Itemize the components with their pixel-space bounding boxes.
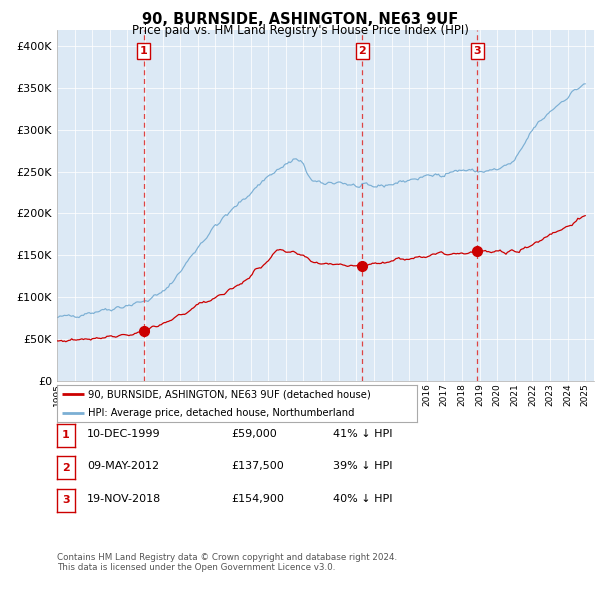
Text: £154,900: £154,900 (231, 494, 284, 503)
Text: 41% ↓ HPI: 41% ↓ HPI (333, 429, 392, 438)
Text: 2: 2 (358, 46, 366, 56)
Text: 10-DEC-1999: 10-DEC-1999 (87, 429, 161, 438)
Text: Price paid vs. HM Land Registry's House Price Index (HPI): Price paid vs. HM Land Registry's House … (131, 24, 469, 37)
Text: 2: 2 (62, 463, 70, 473)
Text: 19-NOV-2018: 19-NOV-2018 (87, 494, 161, 503)
Text: 90, BURNSIDE, ASHINGTON, NE63 9UF: 90, BURNSIDE, ASHINGTON, NE63 9UF (142, 12, 458, 27)
Text: 39% ↓ HPI: 39% ↓ HPI (333, 461, 392, 471)
Text: 1: 1 (140, 46, 148, 56)
Text: 90, BURNSIDE, ASHINGTON, NE63 9UF (detached house): 90, BURNSIDE, ASHINGTON, NE63 9UF (detac… (88, 389, 370, 399)
Text: 1: 1 (62, 430, 70, 440)
Text: £59,000: £59,000 (231, 429, 277, 438)
Text: 09-MAY-2012: 09-MAY-2012 (87, 461, 159, 471)
Text: 3: 3 (62, 495, 70, 505)
Text: £137,500: £137,500 (231, 461, 284, 471)
Text: HPI: Average price, detached house, Northumberland: HPI: Average price, detached house, Nort… (88, 408, 354, 418)
Text: 40% ↓ HPI: 40% ↓ HPI (333, 494, 392, 503)
Text: This data is licensed under the Open Government Licence v3.0.: This data is licensed under the Open Gov… (57, 563, 335, 572)
Text: Contains HM Land Registry data © Crown copyright and database right 2024.: Contains HM Land Registry data © Crown c… (57, 553, 397, 562)
Text: 3: 3 (473, 46, 481, 56)
